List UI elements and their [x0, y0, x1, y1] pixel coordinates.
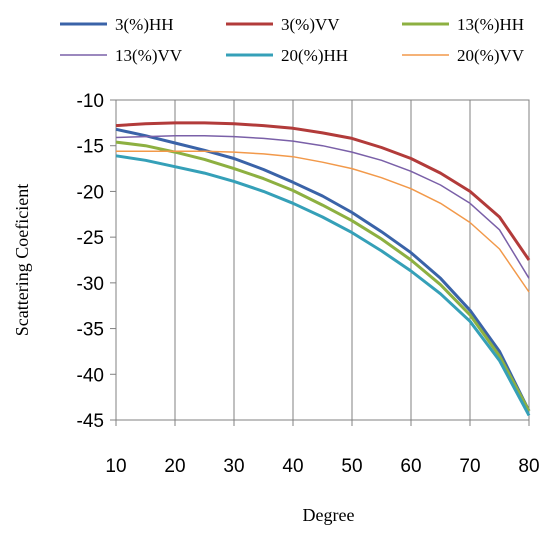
y-tick-label: -15 — [77, 137, 104, 158]
x-tick-label: 20 — [164, 456, 185, 477]
series-line-3 — [115, 134, 530, 279]
y-tick-label: -20 — [77, 182, 104, 203]
y-tick-label: -35 — [77, 320, 104, 341]
legend: 3(%)HH 3(%)VV 13(%)HH 13(%)VV 20(%)HH 20(%)VV — [60, 15, 525, 65]
series-line-0 — [115, 127, 531, 412]
grid — [174, 100, 471, 420]
y-tick-label: -10 — [77, 91, 104, 112]
legend-label-2: 13(%)HH — [457, 15, 524, 34]
series-lines — [115, 121, 531, 417]
series-line-5 — [116, 150, 530, 293]
x-axis: 10 20 30 40 50 60 70 80 — [105, 420, 540, 477]
legend-label-0: 3(%)HH — [115, 15, 174, 34]
x-axis-title: Degree — [303, 505, 355, 525]
y-tick-label: -30 — [77, 274, 104, 295]
legend-label-3: 13(%)VV — [115, 46, 183, 65]
y-tick-label: -25 — [77, 228, 104, 249]
x-tick-label: 50 — [341, 456, 362, 477]
series-line-4 — [115, 154, 531, 417]
legend-label-1: 3(%)VV — [281, 15, 340, 34]
y-axis-title: Scattering Coeficient — [12, 184, 32, 336]
y-axis: -10 -15 -20 -25 -30 -35 -40 -45 — [77, 91, 116, 432]
x-tick-label: 70 — [459, 456, 480, 477]
y-tick-label: -45 — [77, 411, 104, 432]
x-tick-label: 30 — [223, 456, 244, 477]
series-line-2 — [115, 140, 531, 412]
x-tick-label: 60 — [400, 456, 421, 477]
x-tick-label: 80 — [518, 456, 539, 477]
legend-label-5: 20(%)VV — [457, 46, 525, 65]
plot-area — [115, 99, 530, 421]
legend-label-4: 20(%)HH — [281, 46, 348, 65]
y-tick-label: -40 — [77, 365, 104, 386]
x-tick-label: 10 — [105, 456, 126, 477]
series-line-1 — [115, 121, 531, 261]
x-tick-label: 40 — [282, 456, 303, 477]
